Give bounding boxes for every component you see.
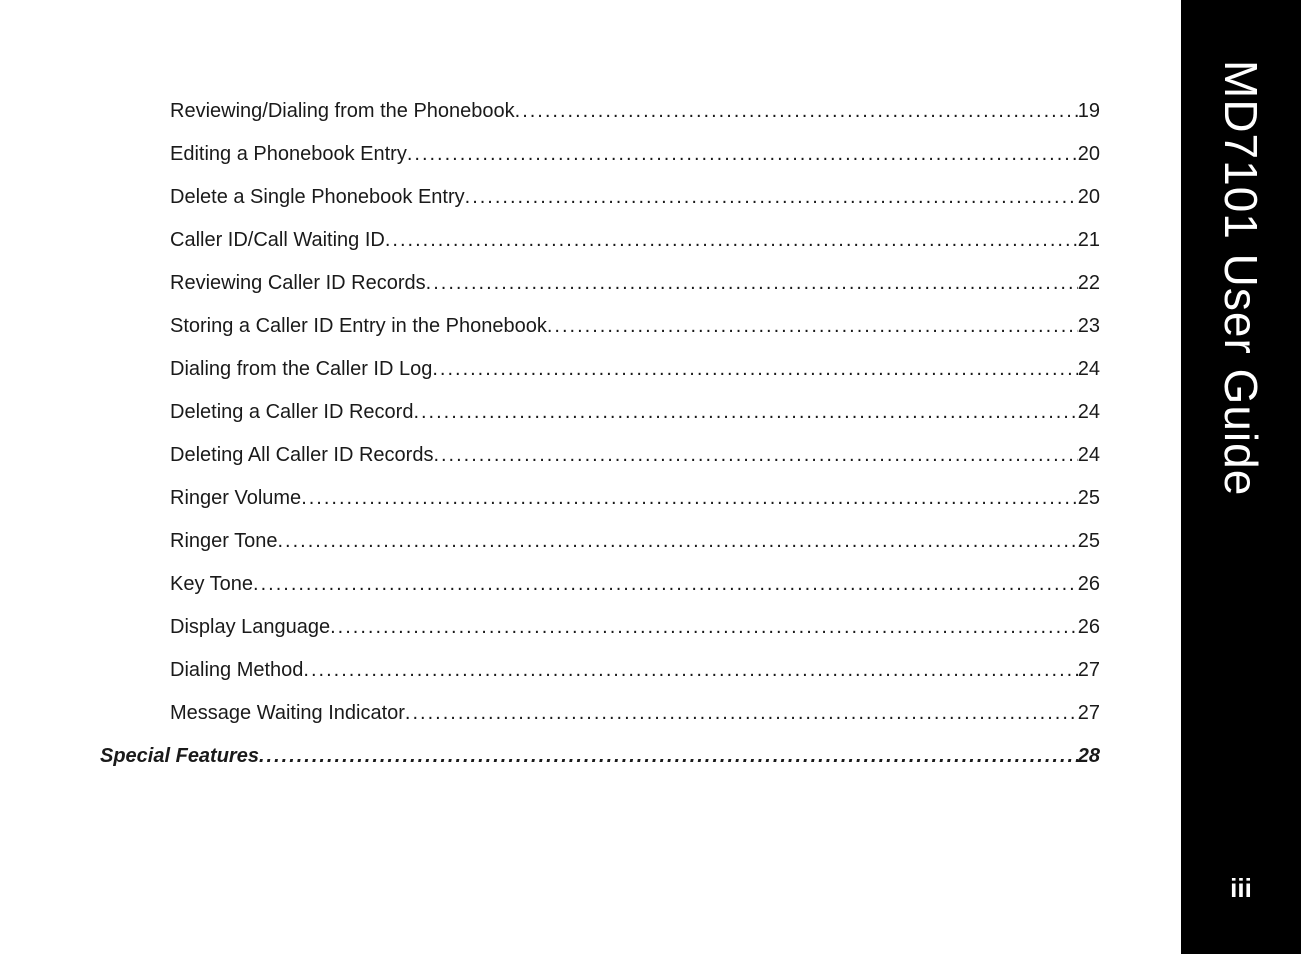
toc-entry-title: Delete a Single Phonebook Entry	[170, 186, 465, 209]
toc-entry-title: Storing a Caller ID Entry in the Phonebo…	[170, 315, 547, 338]
page-number: iii	[1181, 873, 1301, 904]
toc-entry: Storing a Caller ID Entry in the Phonebo…	[100, 315, 1100, 338]
sidebar-tab: MD7101 User Guide iii	[1181, 0, 1301, 954]
page-root: Reviewing/Dialing from the Phonebook 19 Ed…	[0, 0, 1301, 954]
toc-entry: Special Features 28	[100, 745, 1100, 768]
toc-entry: Message Waiting Indicator 27	[100, 702, 1100, 725]
toc-entry-page: 25	[1078, 487, 1100, 510]
toc-entry-page: 28	[1078, 745, 1100, 768]
toc-entry-title: Dialing Method	[170, 659, 303, 682]
toc-leader-dots	[330, 616, 1078, 639]
toc-leader-dots	[413, 401, 1077, 424]
toc-entry-title: Reviewing/Dialing from the Phonebook	[170, 100, 515, 123]
toc-content: Reviewing/Dialing from the Phonebook 19 Ed…	[100, 100, 1100, 788]
toc-leader-dots	[407, 143, 1078, 166]
toc-leader-dots	[465, 186, 1078, 209]
toc-leader-dots	[301, 487, 1078, 510]
toc-entry-page: 26	[1078, 573, 1100, 596]
toc-entry-page: 22	[1078, 272, 1100, 295]
toc-entry-title: Key Tone	[170, 573, 253, 596]
toc-entry-title: Special Features	[100, 745, 259, 768]
toc-entry-title: Caller ID/Call Waiting ID	[170, 229, 385, 252]
toc-leader-dots	[259, 745, 1078, 768]
toc-entry-page: 26	[1078, 616, 1100, 639]
toc-entry-title: Deleting a Caller ID Record	[170, 401, 413, 424]
toc-entry-page: 24	[1078, 444, 1100, 467]
toc-leader-dots	[405, 702, 1078, 725]
toc-entry-page: 24	[1078, 358, 1100, 381]
toc-entry: Reviewing/Dialing from the Phonebook 19	[100, 100, 1100, 123]
toc-leader-dots	[432, 358, 1077, 381]
sidebar-title-container: MD7101 User Guide	[1181, 60, 1301, 700]
toc-entry: Editing a Phonebook Entry 20	[100, 143, 1100, 166]
toc-entry: Deleting a Caller ID Record 24	[100, 401, 1100, 424]
toc-entry-title: Deleting All Caller ID Records	[170, 444, 433, 467]
toc-entry: Deleting All Caller ID Records 24	[100, 444, 1100, 467]
toc-entry: Reviewing Caller ID Records 22	[100, 272, 1100, 295]
document-title: MD7101 User Guide	[1214, 60, 1268, 496]
toc-entry-title: Ringer Tone	[170, 530, 277, 553]
toc-entry: Caller ID/Call Waiting ID 21	[100, 229, 1100, 252]
toc-leader-dots	[277, 530, 1077, 553]
toc-entry-page: 20	[1078, 186, 1100, 209]
toc-leader-dots	[426, 272, 1078, 295]
toc-entry-page: 25	[1078, 530, 1100, 553]
toc-entry: Display Language 26	[100, 616, 1100, 639]
toc-entry-page: 19	[1078, 100, 1100, 123]
toc-entry-title: Reviewing Caller ID Records	[170, 272, 426, 295]
toc-entry: Dialing from the Caller ID Log 24	[100, 358, 1100, 381]
toc-entry: Key Tone 26	[100, 573, 1100, 596]
toc-leader-dots	[303, 659, 1077, 682]
toc-entry-page: 27	[1078, 659, 1100, 682]
toc-entry-page: 24	[1078, 401, 1100, 424]
toc-entry-title: Dialing from the Caller ID Log	[170, 358, 432, 381]
toc-entry-title: Editing a Phonebook Entry	[170, 143, 407, 166]
toc-entry: Delete a Single Phonebook Entry 20	[100, 186, 1100, 209]
toc-entry: Ringer Volume 25	[100, 487, 1100, 510]
toc-entry-page: 21	[1078, 229, 1100, 252]
toc-entry-page: 20	[1078, 143, 1100, 166]
toc-entry-page: 27	[1078, 702, 1100, 725]
toc-leader-dots	[515, 100, 1078, 123]
toc-entry: Ringer Tone 25	[100, 530, 1100, 553]
toc-entry-title: Message Waiting Indicator	[170, 702, 405, 725]
toc-entry-title: Display Language	[170, 616, 330, 639]
toc-entry-title: Ringer Volume	[170, 487, 301, 510]
toc-leader-dots	[433, 444, 1077, 467]
toc-entry-page: 23	[1078, 315, 1100, 338]
toc-leader-dots	[253, 573, 1078, 596]
toc-entry: Dialing Method 27	[100, 659, 1100, 682]
toc-leader-dots	[385, 229, 1078, 252]
toc-leader-dots	[547, 315, 1078, 338]
